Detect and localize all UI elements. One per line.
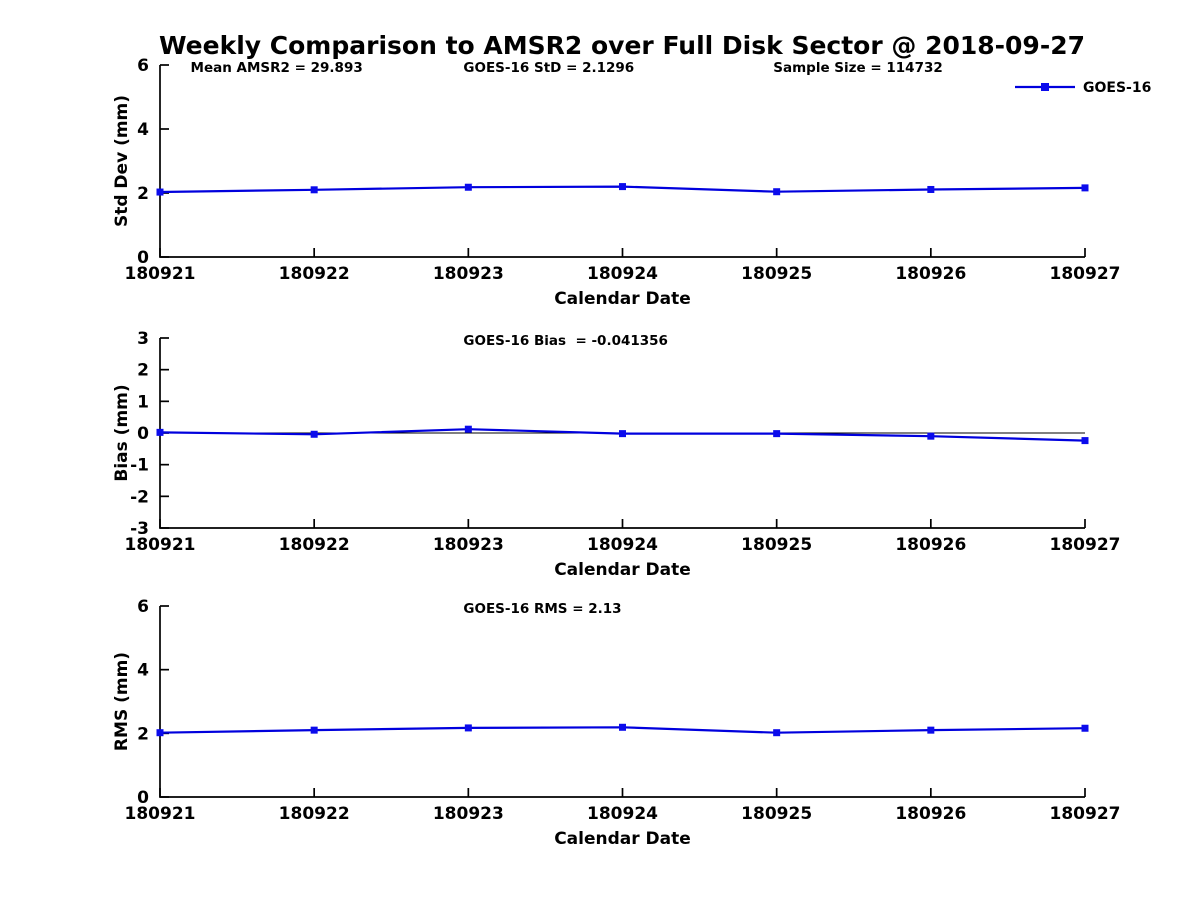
rms-data-marker: [927, 726, 935, 734]
chart-title: Weekly Comparison to AMSR2 over Full Dis…: [158, 31, 1085, 60]
rms-data-marker: [619, 723, 626, 731]
rms-ytick-label: 6: [137, 597, 149, 617]
std-dev-ytick-label: 0: [137, 248, 149, 268]
rms-data-marker: [310, 726, 318, 734]
std-dev-data-marker: [464, 183, 472, 191]
bias-data-marker: [927, 432, 935, 440]
std-dev-data-marker: [927, 185, 935, 193]
rms-axis-spines: [159, 606, 1085, 798]
bias-ytick-label: -2: [130, 487, 149, 507]
rms-yaxis-label: RMS (mm): [112, 652, 132, 751]
std-dev-xtick-label: 180923: [433, 264, 504, 284]
rms-xtick-label: 180923: [433, 804, 504, 824]
std-dev-data-marker: [773, 188, 781, 196]
std-dev-xtick-label: 180926: [895, 264, 966, 284]
bias-xtick-label: 180925: [741, 535, 812, 555]
std-dev-ytick-label: 2: [137, 184, 149, 204]
rms-data-marker: [773, 729, 781, 737]
bias-ytick-label: 1: [137, 392, 149, 412]
bias-xtick-label: 180923: [433, 535, 504, 555]
std-dev-xtick-label: 180921: [125, 264, 196, 284]
bias-ytick-label: 2: [137, 361, 149, 381]
std-dev-data-marker: [1081, 184, 1089, 192]
bias-ytick-label: 0: [137, 424, 149, 444]
std-dev-xtick-label: 180924: [587, 264, 658, 284]
subplot-std-dev: 0 2 4 6 180921 180922 180923 180924 180925 180926…: [112, 56, 1151, 309]
bias-data-marker: [464, 425, 472, 433]
rms-ytick-label: 4: [137, 661, 149, 681]
rms-xtick-label: 180921: [125, 804, 196, 824]
bias-data-marker: [310, 430, 318, 438]
rms-ytick-label: 0: [137, 788, 149, 808]
std-dev-yaxis-label: Std Dev (mm): [112, 95, 132, 227]
std-dev-annotation: Sample Size = 114732: [773, 60, 942, 76]
bias-ytick-label: 3: [137, 329, 149, 349]
bias-data-marker: [156, 428, 164, 436]
rms-xaxis-label: Calendar Date: [554, 829, 691, 849]
legend-marker-sample: [1041, 83, 1049, 91]
std-dev-ytick-label: 6: [137, 56, 149, 76]
std-dev-annotation: GOES-16 StD = 2.1296: [463, 60, 634, 76]
rms-data-marker: [156, 729, 164, 737]
subplot-rms: 0 2 4 6 180921 180922 180923 180924 180925 180926…: [112, 597, 1120, 849]
std-dev-xaxis-label: Calendar Date: [554, 289, 691, 309]
bias-data-marker: [619, 430, 626, 438]
bias-xtick-label: 180927: [1050, 535, 1121, 555]
bias-xtick-label: 180921: [125, 535, 196, 555]
std-dev-ytick-label: 4: [137, 120, 149, 140]
bias-data-marker: [773, 430, 781, 438]
bias-data-marker: [1081, 437, 1089, 445]
std-dev-data-marker: [619, 183, 626, 191]
bias-xaxis-label: Calendar Date: [554, 560, 691, 580]
bias-xtick-label: 180926: [895, 535, 966, 555]
bias-yaxis-label: Bias (mm): [112, 384, 132, 481]
bias-ytick-label: -3: [130, 519, 149, 539]
rms-xtick-label: 180922: [279, 804, 350, 824]
std-dev-xtick-label: 180925: [741, 264, 812, 284]
std-dev-annotation: Mean AMSR2 = 29.893: [191, 60, 363, 76]
std-dev-data-marker: [156, 188, 164, 196]
std-dev-xtick-label: 180922: [279, 264, 350, 284]
rms-xtick-label: 180926: [895, 804, 966, 824]
rms-annotation: GOES-16 RMS = 2.13: [463, 601, 621, 617]
rms-xtick-label: 180927: [1050, 804, 1121, 824]
std-dev-axis-spines: [159, 65, 1085, 258]
rms-xtick-label: 180925: [741, 804, 812, 824]
std-dev-data-marker: [310, 186, 318, 194]
rms-data-marker: [464, 724, 472, 732]
bias-xtick-label: 180924: [587, 535, 658, 555]
legend: GOES-16: [1015, 80, 1151, 96]
bias-xtick-label: 180922: [279, 535, 350, 555]
bias-ytick-label: -1: [130, 456, 149, 476]
std-dev-xtick-label: 180927: [1050, 264, 1121, 284]
bias-annotation: GOES-16 Bias = -0.041356: [463, 333, 668, 349]
legend-label: GOES-16: [1083, 80, 1151, 96]
rms-data-marker: [1081, 724, 1089, 732]
rms-xtick-label: 180924: [587, 804, 658, 824]
rms-ytick-label: 2: [137, 724, 149, 744]
